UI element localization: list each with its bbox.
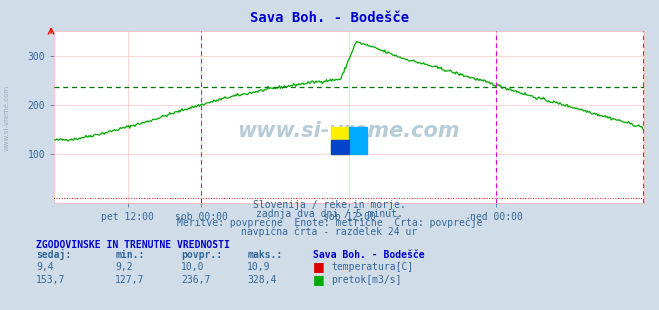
Bar xyxy=(349,127,367,154)
Text: temperatura[C]: temperatura[C] xyxy=(331,262,414,272)
Text: ■: ■ xyxy=(313,260,325,273)
Text: Sava Boh. - Bodešče: Sava Boh. - Bodešče xyxy=(313,250,424,260)
Text: pretok[m3/s]: pretok[m3/s] xyxy=(331,275,402,285)
Text: 153,7: 153,7 xyxy=(36,275,66,285)
Text: navpična črta - razdelek 24 ur: navpična črta - razdelek 24 ur xyxy=(241,227,418,237)
Text: 127,7: 127,7 xyxy=(115,275,145,285)
Text: 9,2: 9,2 xyxy=(115,262,133,272)
Text: 10,0: 10,0 xyxy=(181,262,205,272)
Text: ■: ■ xyxy=(313,273,325,286)
Text: 328,4: 328,4 xyxy=(247,275,277,285)
Bar xyxy=(331,127,349,154)
Text: 236,7: 236,7 xyxy=(181,275,211,285)
Text: 9,4: 9,4 xyxy=(36,262,54,272)
Text: povpr.:: povpr.: xyxy=(181,250,222,260)
Text: maks.:: maks.: xyxy=(247,250,282,260)
Text: zadnja dva dni / 5 minut.: zadnja dva dni / 5 minut. xyxy=(256,209,403,219)
Bar xyxy=(331,140,349,154)
Text: 10,9: 10,9 xyxy=(247,262,271,272)
Text: Meritve: povprečne  Enote: metrične  Črta: povprečje: Meritve: povprečne Enote: metrične Črta:… xyxy=(177,216,482,228)
Text: sedaj:: sedaj: xyxy=(36,249,71,260)
Text: www.si-vreme.com: www.si-vreme.com xyxy=(238,121,460,141)
Text: ZGODOVINSKE IN TRENUTNE VREDNOSTI: ZGODOVINSKE IN TRENUTNE VREDNOSTI xyxy=(36,240,230,250)
Text: Sava Boh. - Bodešče: Sava Boh. - Bodešče xyxy=(250,11,409,25)
Text: min.:: min.: xyxy=(115,250,145,260)
Text: www.si-vreme.com: www.si-vreme.com xyxy=(3,85,10,151)
Text: Slovenija / reke in morje.: Slovenija / reke in morje. xyxy=(253,200,406,210)
